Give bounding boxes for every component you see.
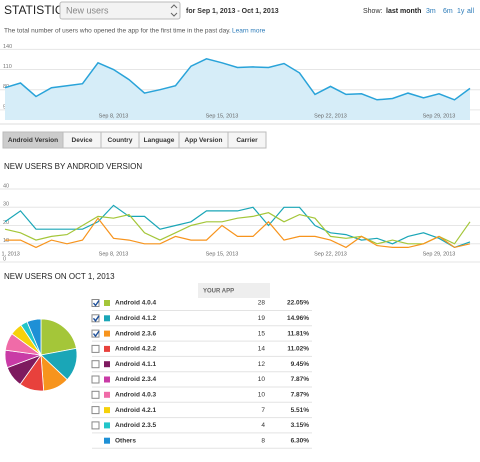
tab-label[interactable]: App Version [185,137,223,144]
description: The total number of users who opened the… [4,28,231,35]
row-count: 14 [258,346,266,353]
row-count: 12 [258,361,266,368]
date-range: for Sep 1, 2013 - Oct 1, 2013 [186,8,279,15]
show-label: Show: [363,8,383,15]
y-tick-label: 0 [3,256,6,262]
row-count: 19 [258,315,266,322]
color-swatch [104,376,110,383]
row-count: 15 [258,330,266,337]
color-swatch [104,407,110,414]
checkbox[interactable] [91,344,100,353]
row-name: Android 4.0.3 [115,392,157,399]
tab-label[interactable]: Language [144,137,175,144]
tab-label[interactable]: Country [108,137,133,144]
x-tick-label: Sep 22, 2013 [314,113,347,119]
y-tick-label: 40 [3,183,9,189]
tab-label[interactable]: Carrier [236,137,258,144]
row-name: Others [115,437,136,444]
x-tick-label: Sep 29, 2013 [423,113,456,119]
column-header-bg [198,283,270,298]
chart-title: NEW USERS BY ANDROID VERSION [4,162,142,171]
range-option[interactable]: last month [386,8,421,15]
row-count: 10 [258,376,266,383]
x-tick-label: Sep 15, 2013 [206,113,239,119]
range-option[interactable]: 6m [443,8,453,15]
dropdown-arrow [170,4,178,17]
row-percent: 6.30% [291,437,310,444]
range-option[interactable]: 3m [426,8,436,15]
row-percent: 3.15% [291,422,310,429]
tab-label[interactable]: Device [72,137,93,144]
x-tick-label: Sep 15, 2013 [206,251,239,257]
y-tick-label: 20 [3,220,9,226]
checkbox[interactable] [91,360,100,369]
row-name: Android 2.3.5 [115,422,157,429]
color-swatch [104,437,110,444]
row-percent: 7.87% [291,376,310,383]
color-swatch [104,361,110,368]
y-tick-label: 30 [3,202,9,208]
row-percent: 5.51% [291,407,310,414]
x-tick-label: Sep 22, 2013 [314,251,347,257]
checkbox[interactable] [91,421,100,430]
row-percent: 11.02% [287,346,309,353]
pie-slice [26,318,42,356]
row-percent: 7.87% [291,392,310,399]
row-name: Android 4.2.2 [115,346,157,353]
row-name: Android 4.0.4 [115,300,157,307]
row-count: 28 [258,300,266,307]
x-tick-label: Sep 8, 2013 [99,113,129,119]
x-tick-label: Sep 29, 2013 [423,251,456,257]
row-name: Android 4.2.1 [115,407,157,414]
row-percent: 14.96% [287,315,309,322]
y-tick-label: 10 [3,238,9,244]
color-swatch [104,391,110,398]
row-count: 7 [261,407,265,414]
row-percent: 22.05% [287,300,309,307]
checkmark[interactable] [92,330,100,338]
metric-dropdown[interactable] [59,1,181,20]
row-name: Android 4.1.2 [115,315,157,322]
x-tick-label: Sep 1, 2013 [0,251,20,257]
pie-slice [40,318,77,356]
checkmark[interactable] [92,300,100,307]
checkmark[interactable] [92,315,100,322]
section-title: NEW USERS ON OCT 1, 2013 [4,272,115,281]
color-swatch [104,345,110,352]
area [5,58,470,120]
column-header: YOUR APP [203,289,234,295]
row-name: Android 2.3.6 [115,330,157,337]
color-swatch [104,330,110,337]
row-count: 4 [261,422,265,429]
checkbox[interactable] [91,406,100,415]
row-percent: 11.81% [287,330,309,337]
range-option[interactable]: all [467,8,474,15]
color-swatch [104,300,110,306]
row-name: Android 2.3.4 [115,376,157,383]
row-name: Android 4.1.1 [115,361,157,368]
tab-label[interactable]: Android Version [8,137,58,144]
y-tick-label: 140 [3,44,12,50]
range-option[interactable]: 1y [457,8,465,15]
x-tick-label: Sep 8, 2013 [99,251,129,257]
row-count: 10 [258,392,266,399]
line [4,58,471,101]
y-tick-label: 110 [3,64,12,70]
learn-more-link[interactable]: Learn more [232,28,266,35]
series-line [5,217,471,249]
series-line [4,204,471,249]
color-swatch [104,315,110,322]
checkbox[interactable] [91,390,100,399]
row-percent: 9.45% [291,361,310,368]
row-count: 8 [261,437,265,444]
color-swatch [104,422,110,429]
metric-selected[interactable]: New users [66,5,109,15]
page-title: STATISTICS [4,3,72,17]
checkbox[interactable] [91,375,100,384]
tab[interactable] [227,131,267,149]
series-line [4,212,471,245]
